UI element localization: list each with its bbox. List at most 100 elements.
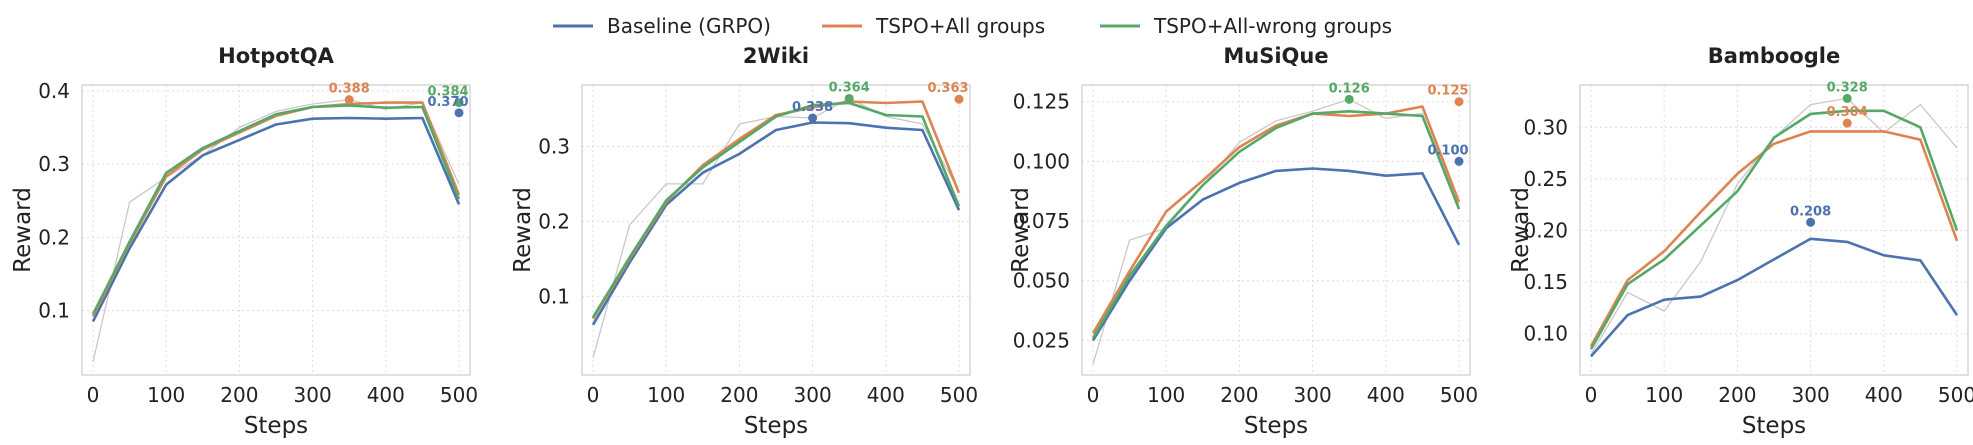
y-tick-label: 0.4 xyxy=(38,79,70,103)
legend: Baseline (GRPO) TSPO+All groups TSPO+All-w… xyxy=(553,14,1392,38)
y-tick-label: 0.2 xyxy=(538,209,570,233)
peak-label: 0.388 xyxy=(329,82,370,97)
x-tick-label: 200 xyxy=(1220,383,1258,407)
x-tick-label: 200 xyxy=(220,383,258,407)
x-axis-label: Steps xyxy=(1742,413,1806,439)
x-tick-label: 100 xyxy=(1645,383,1683,407)
chart-panel-2wiki: 2Wiki 0 100 200 300 400 500 0.1 0.2 0.3 Steps Rewar… xyxy=(510,44,978,439)
x-axis-label: Steps xyxy=(244,413,308,439)
series-line-baseline-grpo xyxy=(91,116,461,323)
legend-label: TSPO+All-wrong groups xyxy=(1153,14,1392,38)
y-tick-label: 0.125 xyxy=(1013,90,1070,114)
y-tick-label: 0.3 xyxy=(538,134,570,158)
series-line-tspo-all-groups xyxy=(1091,105,1461,334)
y-tick-label: 0.20 xyxy=(1523,219,1568,243)
y-tick-label: 0.10 xyxy=(1523,322,1568,346)
peak-marker xyxy=(844,93,854,103)
x-tick-label: 300 xyxy=(1294,383,1332,407)
x-tick-label: 500 xyxy=(1440,383,1478,407)
x-tick-label: 0 xyxy=(587,383,600,407)
y-tick-label: 0.075 xyxy=(1013,209,1070,233)
peak-label: 0.364 xyxy=(829,80,870,95)
y-tick-label: 0.30 xyxy=(1523,115,1568,139)
x-tick-label: 400 xyxy=(1865,383,1903,407)
y-axis-label: Reward xyxy=(510,187,536,273)
plot-frame xyxy=(1081,84,1471,376)
y-tick-label: 0.15 xyxy=(1523,270,1568,294)
peak-label: 0.208 xyxy=(1790,204,1831,219)
y-tick-label: 0.25 xyxy=(1523,167,1568,191)
series-line-tspo-all-wrong-groups xyxy=(1091,110,1461,339)
peak-marker xyxy=(454,98,464,108)
series-line-tspo-all-wrong-groups xyxy=(91,104,461,315)
panel-title: Bamboogle xyxy=(1708,44,1840,68)
x-tick-label: 0 xyxy=(1087,383,1100,407)
series-line-tspo-all-wrong-groups xyxy=(1589,109,1959,350)
x-tick-label: 500 xyxy=(940,383,978,407)
peak-label: 0.125 xyxy=(1427,84,1468,99)
chart-panel-bamboogle: Bamboogle 0 100 200 300 400 500 0.10 0.15 0.20 0.2… xyxy=(1508,44,1973,439)
x-tick-label: 0 xyxy=(87,383,100,407)
series-line-baseline-grpo xyxy=(591,121,961,326)
y-tick-label: 0.025 xyxy=(1013,328,1070,352)
x-tick-label: 300 xyxy=(1792,383,1830,407)
y-tick-label: 0.3 xyxy=(38,152,70,176)
raw-reward-line xyxy=(92,98,460,362)
panel-title: HotpotQA xyxy=(218,44,334,68)
series-line-tspo-all-groups xyxy=(91,101,461,317)
x-tick-label: 100 xyxy=(147,383,185,407)
x-axis-label: Steps xyxy=(1244,413,1308,439)
peak-label: 0.328 xyxy=(1827,80,1868,95)
series-line-tspo-all-wrong-groups xyxy=(591,101,961,318)
chart-panels: HotpotQA 0 100 200 300 400 500 0.1 0.2 0.3 0.4 Step… xyxy=(10,44,1973,439)
series-line-tspo-all-groups xyxy=(591,100,961,320)
peak-label: 0.338 xyxy=(792,100,833,115)
peak-marker xyxy=(1454,97,1464,107)
y-tick-label: 0.2 xyxy=(38,225,70,249)
x-tick-label: 0 xyxy=(1585,383,1598,407)
panel-title: MuSiQue xyxy=(1223,44,1328,68)
plot-frame xyxy=(581,84,971,376)
y-tick-label: 0.100 xyxy=(1013,149,1070,173)
legend-label: TSPO+All groups xyxy=(875,14,1045,38)
x-tick-label: 400 xyxy=(867,383,905,407)
series-line-tspo-all-groups xyxy=(1589,130,1959,347)
x-tick-label: 100 xyxy=(1147,383,1185,407)
y-tick-label: 0.050 xyxy=(1013,269,1070,293)
peak-marker xyxy=(1806,217,1816,227)
x-tick-label: 400 xyxy=(367,383,405,407)
x-tick-label: 200 xyxy=(720,383,758,407)
peak-label: 0.304 xyxy=(1827,105,1868,120)
plot-frame xyxy=(81,84,471,376)
peak-marker xyxy=(1344,94,1354,104)
peak-marker xyxy=(808,113,818,123)
x-tick-label: 500 xyxy=(440,383,478,407)
x-tick-label: 300 xyxy=(794,383,832,407)
peak-marker xyxy=(1454,156,1464,166)
series-line-baseline-grpo xyxy=(1590,237,1959,358)
y-axis-label: Reward xyxy=(10,187,36,273)
x-axis-label: Steps xyxy=(744,413,808,439)
peak-label: 0.370 xyxy=(427,95,468,110)
legend-item-tspo-all-groups: TSPO+All groups xyxy=(822,14,1045,38)
x-tick-label: 500 xyxy=(1938,383,1973,407)
legend-item-baseline-grpo: Baseline (GRPO) xyxy=(553,14,771,38)
x-tick-label: 300 xyxy=(294,383,332,407)
chart-panel-hotpotqa: HotpotQA 0 100 200 300 400 500 0.1 0.2 0.3 0.4 Step… xyxy=(10,44,478,439)
panel-title: 2Wiki xyxy=(743,44,809,68)
peak-marker xyxy=(954,94,964,104)
peak-label: 0.384 xyxy=(427,85,468,100)
x-tick-label: 400 xyxy=(1367,383,1405,407)
peak-marker xyxy=(454,108,464,118)
raw-reward-line xyxy=(1092,98,1460,365)
x-tick-label: 100 xyxy=(647,383,685,407)
peak-label: 0.100 xyxy=(1427,143,1468,158)
peak-label: 0.126 xyxy=(1329,81,1370,96)
peak-marker xyxy=(1842,118,1852,128)
y-axis-label: Reward xyxy=(1008,187,1034,273)
y-axis-label: Reward xyxy=(1508,187,1534,273)
peak-marker xyxy=(1842,93,1852,103)
x-tick-label: 200 xyxy=(1718,383,1756,407)
peak-marker xyxy=(344,95,354,105)
